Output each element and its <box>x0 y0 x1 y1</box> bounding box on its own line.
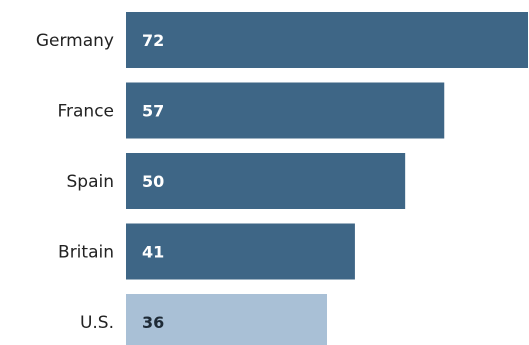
category-label-france: France <box>57 102 114 122</box>
category-label-u-s: U.S. <box>80 313 114 333</box>
value-label-britain: 41 <box>142 243 164 262</box>
value-label-spain: 50 <box>142 172 164 191</box>
bar-france <box>126 82 445 139</box>
bar-u-s <box>126 294 327 345</box>
value-label-u-s: 36 <box>142 313 164 332</box>
bar-britain <box>126 223 355 280</box>
category-label-spain: Spain <box>67 172 115 192</box>
value-label-germany: 72 <box>142 31 164 50</box>
category-label-germany: Germany <box>36 31 114 51</box>
category-label-britain: Britain <box>58 243 114 263</box>
bar-germany <box>126 12 528 68</box>
value-label-france: 57 <box>142 102 164 121</box>
bar-spain <box>126 153 406 209</box>
